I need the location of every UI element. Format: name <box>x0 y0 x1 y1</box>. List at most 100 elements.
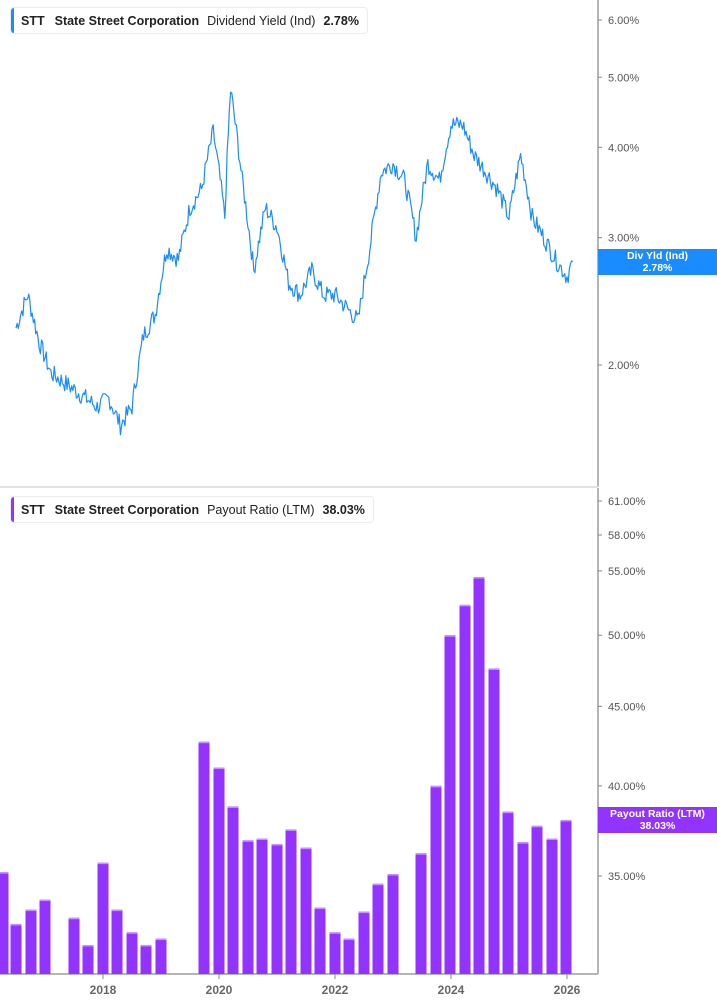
y-tick-label: 4.00% <box>608 142 639 154</box>
y-tick-label: 61.00% <box>608 496 646 508</box>
tag-label: Div Yld (Ind) <box>626 250 689 262</box>
legend-company: State Street Corporation <box>54 502 200 517</box>
x-tick-label: 2024 <box>438 983 465 997</box>
payout-bar[interactable] <box>140 944 152 974</box>
payout-bar-cap <box>300 847 312 850</box>
payout-bar[interactable] <box>329 932 341 974</box>
payout-bar[interactable] <box>256 838 268 974</box>
payout-bar-cap <box>387 874 399 876</box>
payout-bar[interactable] <box>285 829 297 974</box>
payout-bar[interactable] <box>358 911 370 974</box>
x-tick-label: 2026 <box>554 983 581 997</box>
payout-bar[interactable] <box>502 811 514 974</box>
payout-bar-cap <box>329 932 341 934</box>
payout-bar-cap <box>517 842 529 844</box>
y-tick-label: 58.00% <box>608 530 646 542</box>
payout-bar-cap <box>242 840 254 842</box>
payout-bar-cap <box>444 635 456 637</box>
payout-bar[interactable] <box>300 847 312 974</box>
payout-bar[interactable] <box>68 917 80 974</box>
payout-bar[interactable] <box>0 872 9 974</box>
payout-bar[interactable] <box>531 825 543 974</box>
payout-bar-cap <box>126 932 138 934</box>
payout-bar-cap <box>155 938 167 941</box>
payout-bar[interactable] <box>82 944 94 974</box>
payout-bar-cap <box>314 907 326 910</box>
payout-ratio-legend[interactable]: STT State Street Corporation Payout Rati… <box>10 496 374 523</box>
payout-bar[interactable] <box>155 938 167 974</box>
y-tick-label: 45.00% <box>608 701 646 713</box>
dividend-yield-line <box>15 91 574 436</box>
payout-bar-cap <box>473 577 485 579</box>
y-tick-label: 3.00% <box>608 233 639 245</box>
payout-bar-cap <box>415 853 427 855</box>
dividend-yield-price-tag: Div Yld (Ind) 2.78% <box>598 249 717 275</box>
payout-bar-cap <box>488 668 500 670</box>
payout-bar-cap <box>97 862 109 865</box>
payout-bar[interactable] <box>314 907 326 974</box>
x-tick-label: 2020 <box>206 983 233 997</box>
payout-bar[interactable] <box>517 842 529 974</box>
dividend-yield-legend[interactable]: STT State Street Corporation Dividend Yi… <box>10 7 368 34</box>
x-tick-label: 2022 <box>322 983 349 997</box>
payout-bar[interactable] <box>459 604 471 974</box>
payout-bar[interactable] <box>10 923 22 974</box>
payout-bar[interactable] <box>111 909 123 974</box>
payout-ratio-panel: 35.00% 40.00% 45.00% 50.00% 55.00% 58.00% 61.0… <box>0 488 717 1005</box>
payout-bar[interactable] <box>213 767 225 974</box>
legend-color-swatch <box>11 8 14 33</box>
x-tick-label: 2018 <box>90 983 117 997</box>
payout-bar-cap <box>39 899 51 902</box>
payout-bar[interactable] <box>560 819 572 974</box>
panel-divider[interactable] <box>0 486 598 488</box>
payout-bar[interactable] <box>387 874 399 974</box>
payout-bar-cap <box>111 909 123 912</box>
payout-bar-cap <box>68 917 80 920</box>
payout-bar-cap <box>10 923 22 926</box>
legend-color-swatch <box>11 497 14 522</box>
y-tick-label: 50.00% <box>608 630 646 642</box>
legend-company: State Street Corporation <box>54 13 200 28</box>
payout-bar-cap <box>25 909 37 912</box>
dividend-yield-chart: 2.00% 3.00% 4.00% 5.00% 6.00% <box>15 0 639 487</box>
payout-ratio-chart: 35.00% 40.00% 45.00% 50.00% 55.00% 58.00% 61.0… <box>0 488 646 997</box>
y-tick-label: 5.00% <box>608 72 639 84</box>
payout-bar[interactable] <box>227 806 239 974</box>
y-tick-label: 6.00% <box>608 15 639 27</box>
payout-bar[interactable] <box>271 843 283 974</box>
payout-bar[interactable] <box>430 785 442 974</box>
payout-bar[interactable] <box>415 853 427 974</box>
payout-bar-cap <box>358 911 370 914</box>
payout-bar-cap <box>0 872 9 874</box>
payout-bar[interactable] <box>473 577 485 974</box>
legend-value: 38.03% <box>322 502 365 517</box>
payout-bar-cap <box>256 838 268 840</box>
payout-bar-cap <box>285 829 297 831</box>
payout-bar[interactable] <box>546 838 558 974</box>
legend-metric: Dividend Yield (Ind) <box>207 13 316 28</box>
payout-bar[interactable] <box>97 862 109 974</box>
payout-bar[interactable] <box>198 741 210 974</box>
payout-bar-cap <box>372 883 384 886</box>
y-tick-label: 35.00% <box>608 871 646 883</box>
payout-bar-cap <box>343 938 355 941</box>
payout-bar[interactable] <box>488 668 500 974</box>
y-tick-label: 55.00% <box>608 566 646 578</box>
tag-value: 2.78% <box>642 262 673 274</box>
payout-bar-cap <box>531 825 543 828</box>
payout-bar-cap <box>502 811 514 814</box>
payout-bar[interactable] <box>444 635 456 974</box>
payout-bar[interactable] <box>372 883 384 974</box>
payout-bar-cap <box>227 806 239 808</box>
payout-bar[interactable] <box>343 938 355 974</box>
payout-bar[interactable] <box>242 840 254 974</box>
payout-bar[interactable] <box>39 899 51 974</box>
payout-bar[interactable] <box>126 932 138 974</box>
legend-ticker: STT <box>21 502 45 517</box>
legend-ticker: STT <box>21 13 45 28</box>
payout-bar-cap <box>213 767 225 770</box>
payout-ratio-price-tag: Payout Ratio (LTM) 38.03% <box>598 807 717 833</box>
payout-bar-cap <box>198 741 210 744</box>
payout-bar[interactable] <box>25 909 37 974</box>
payout-bar-cap <box>430 785 442 788</box>
